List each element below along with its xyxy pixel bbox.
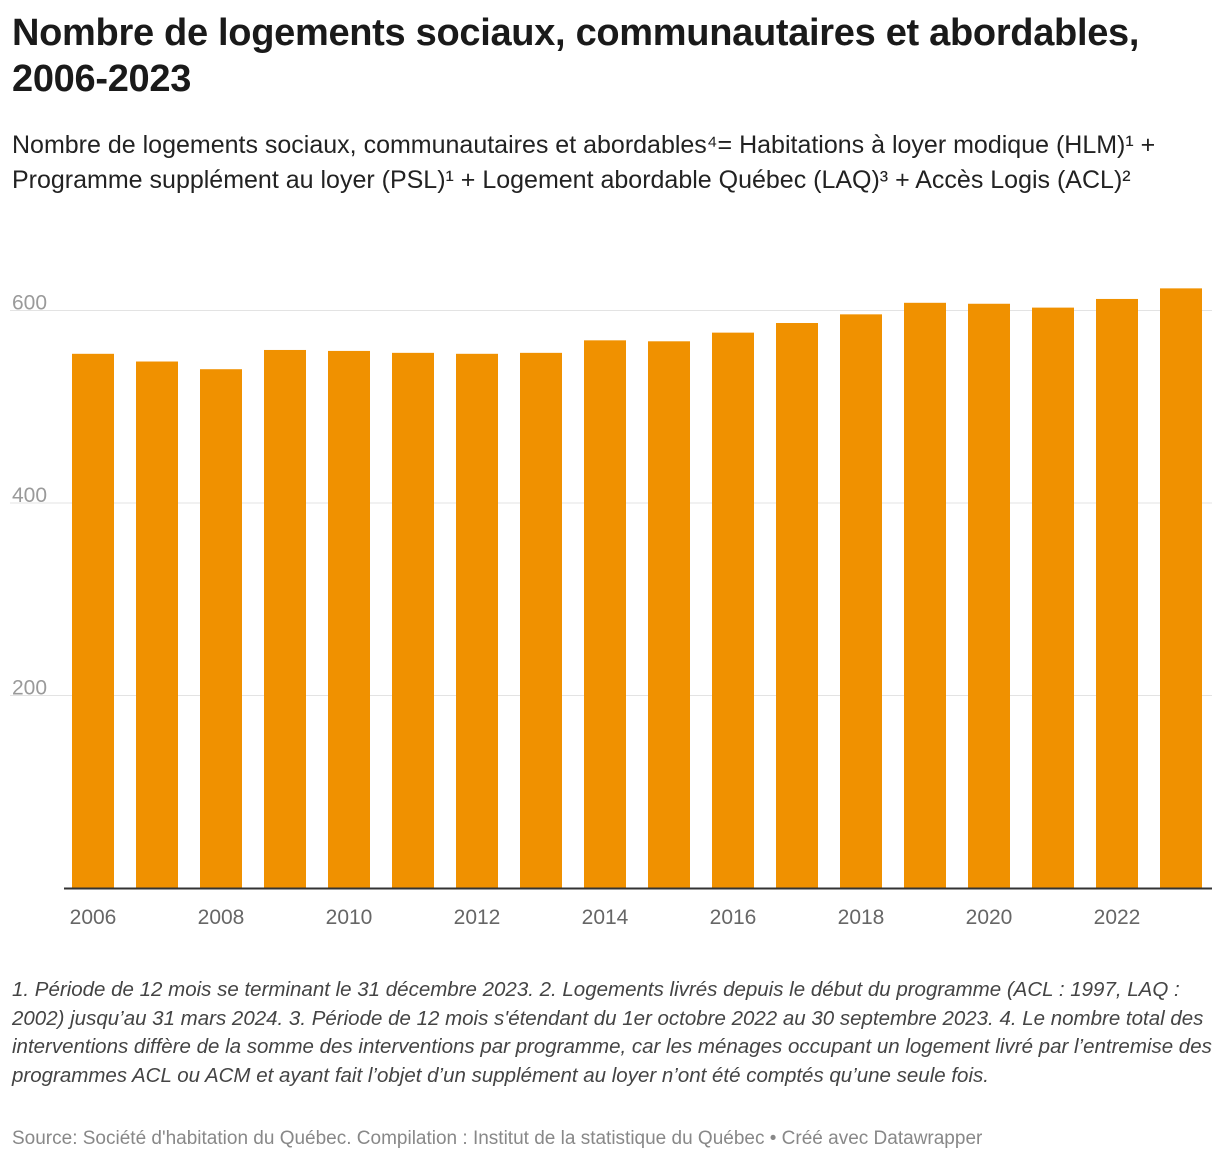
bar-2015 [648, 341, 690, 888]
axes: 2006 2008 2010 2012 2014 2016 2018 2020 2022 [64, 887, 1212, 929]
bar-2013 [520, 352, 562, 889]
y-tick-label-600: 600 [12, 292, 47, 315]
bar-2006 [72, 353, 114, 888]
bar-2007 [136, 361, 178, 888]
bar-2011 [392, 352, 434, 889]
x-tick-label-2022: 2022 [1094, 906, 1141, 929]
y-tick-label-200: 200 [12, 677, 47, 700]
bar-2023 [1160, 288, 1202, 888]
chart-subtitle: Nombre de logements sociaux, communautai… [12, 131, 1156, 194]
x-tick-label-2008: 2008 [198, 906, 245, 929]
bar-2008 [200, 369, 242, 888]
x-tick-label-2012: 2012 [454, 906, 501, 929]
bar-2021 [1032, 307, 1074, 888]
source-line: Source: Société d'habitation du Québec. … [12, 1128, 983, 1149]
chart-title: Nombre de logements sociaux, communautai… [12, 12, 1140, 100]
bar-2012 [456, 353, 498, 888]
x-tick-label-2006: 2006 [70, 906, 117, 929]
bar-2017 [776, 323, 818, 888]
bar-2014 [584, 340, 626, 888]
x-tick-label-2020: 2020 [966, 906, 1013, 929]
bar-2020 [968, 303, 1010, 888]
bar-2009 [264, 349, 306, 888]
bars [72, 288, 1202, 889]
x-tick-label-2010: 2010 [326, 906, 373, 929]
x-tick-label-2014: 2014 [582, 906, 629, 929]
x-tick-label-2018: 2018 [838, 906, 885, 929]
x-tick-label-2016: 2016 [710, 906, 757, 929]
bar-2022 [1096, 298, 1138, 888]
bar-2010 [328, 350, 370, 888]
y-tick-label-400: 400 [12, 484, 47, 507]
footnotes: 1. Période de 12 mois se terminant le 31… [12, 978, 1212, 1087]
bar-2016 [712, 332, 754, 888]
bar-2019 [904, 302, 946, 888]
bar-2018 [840, 314, 882, 889]
